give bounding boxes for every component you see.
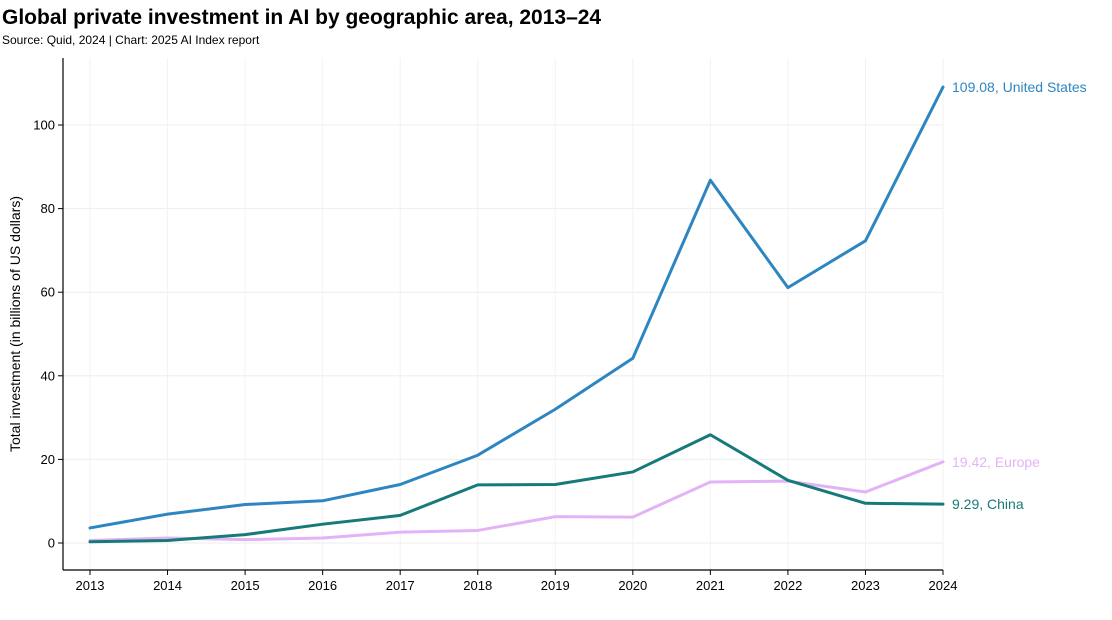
- x-tick-label: 2021: [696, 578, 725, 593]
- y-axis-label: Total investment (in billions of US doll…: [7, 196, 23, 452]
- chart-title: Global private investment in AI by geogr…: [2, 6, 602, 29]
- x-tick-label: 2023: [851, 578, 880, 593]
- series-line-united-states: [88, 85, 945, 530]
- x-tick-label: 2013: [76, 578, 105, 593]
- series-line-china: [88, 433, 945, 544]
- x-tick-label: 2014: [153, 578, 182, 593]
- series-line-europe: [88, 460, 945, 542]
- chart-subtitle: Source: Quid, 2024 | Chart: 2025 AI Inde…: [2, 33, 260, 47]
- x-tick-label: 2015: [231, 578, 260, 593]
- x-tick-label: 2024: [929, 578, 958, 593]
- end-label-europe: 19.42, Europe: [952, 454, 1040, 470]
- y-tick-label: 80: [41, 201, 55, 216]
- y-tick-label: 40: [41, 368, 55, 383]
- x-tick-label: 2018: [463, 578, 492, 593]
- end-label-united-states: 109.08, United States: [952, 79, 1087, 95]
- y-tick-label: 0: [48, 536, 55, 551]
- x-tick-label: 2019: [541, 578, 570, 593]
- chart-header: Global private investment in AI by geogr…: [2, 6, 601, 47]
- x-tick-label: 2020: [618, 578, 647, 593]
- x-tick-label: 2017: [386, 578, 415, 593]
- y-tick-label: 20: [41, 452, 55, 467]
- y-tick-label: 100: [33, 118, 55, 133]
- y-tick-label: 60: [41, 285, 55, 300]
- end-label-china: 9.29, China: [952, 496, 1024, 512]
- x-tick-label: 2022: [773, 578, 802, 593]
- x-tick-label: 2016: [308, 578, 337, 593]
